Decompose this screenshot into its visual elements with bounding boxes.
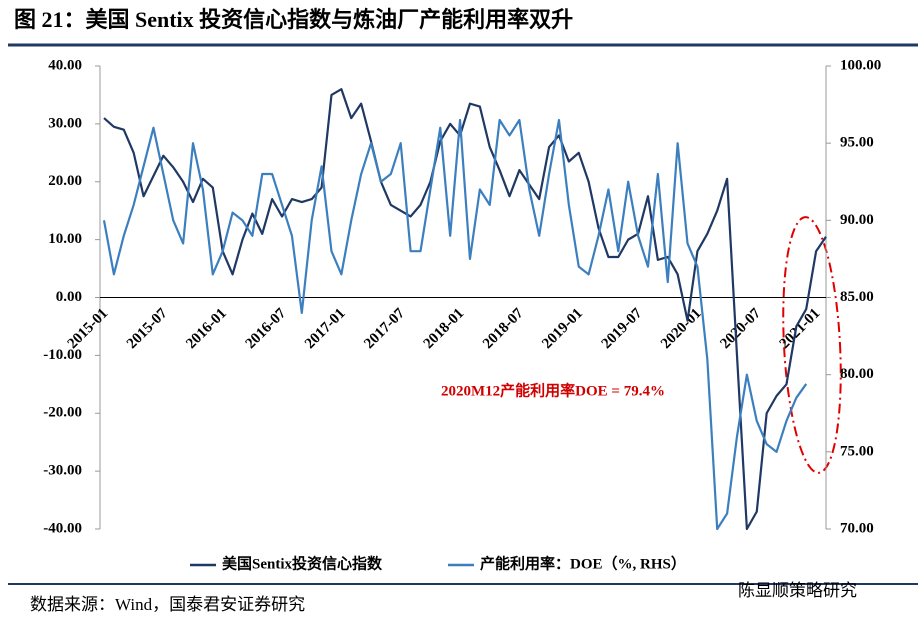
y2-tick-label: 90.00 [840, 212, 874, 228]
y2-tick-label: 80.00 [840, 366, 874, 382]
x-tick-label: 2018-07 [480, 305, 527, 352]
y-tick-label: -10.00 [43, 347, 82, 363]
y-tick-label: -40.00 [43, 520, 82, 536]
y2-tick-label: 75.00 [840, 443, 874, 459]
x-tick-label: 2019-01 [539, 305, 586, 352]
x-tick-label: 2019-07 [599, 305, 646, 352]
x-tick-label: 2016-07 [243, 305, 290, 352]
y2-tick-label: 70.00 [840, 520, 874, 536]
legend-label: 美国Sentix投资信心指数 [222, 554, 383, 572]
x-tick-label: 2016-01 [183, 305, 230, 352]
y-tick-label: -20.00 [43, 405, 82, 421]
highlight-ellipse [782, 216, 842, 474]
y2-tick-label: 100.00 [840, 57, 881, 73]
x-tick-label: 2015-01 [65, 305, 112, 352]
chart-title: 图 21：美国 Sentix 投资信心指数与炼油厂产能利用率双升 [14, 7, 573, 32]
x-tick-label: 2017-01 [302, 305, 349, 352]
x-tick-label: 2020-07 [717, 305, 764, 352]
annotation: 2020M12产能利用率DOE = 79.4% [441, 381, 665, 399]
y2-tick-label: 85.00 [840, 289, 874, 305]
x-tick-label: 2015-07 [124, 305, 171, 352]
y-tick-label: 0.00 [56, 289, 82, 305]
x-tick-label: 2020-01 [658, 305, 705, 352]
y-tick-label: 10.00 [48, 231, 82, 247]
y2-tick-label: 95.00 [840, 135, 874, 151]
y-tick-label: 40.00 [48, 57, 82, 73]
y-tick-label: 20.00 [48, 173, 82, 189]
x-tick-label: 2017-07 [361, 305, 408, 352]
legend-label: 产能利用率：DOE（%, RHS） [480, 554, 686, 572]
watermark: 陈显顺策略研究 [738, 581, 857, 600]
y-tick-label: 30.00 [48, 115, 82, 131]
series-line [102, 118, 808, 531]
y-tick-label: -30.00 [43, 463, 82, 479]
x-tick-label: 2018-01 [421, 305, 468, 352]
source-note: 数据来源：Wind，国泰君安证券研究 [30, 595, 305, 614]
series-line [103, 88, 827, 531]
